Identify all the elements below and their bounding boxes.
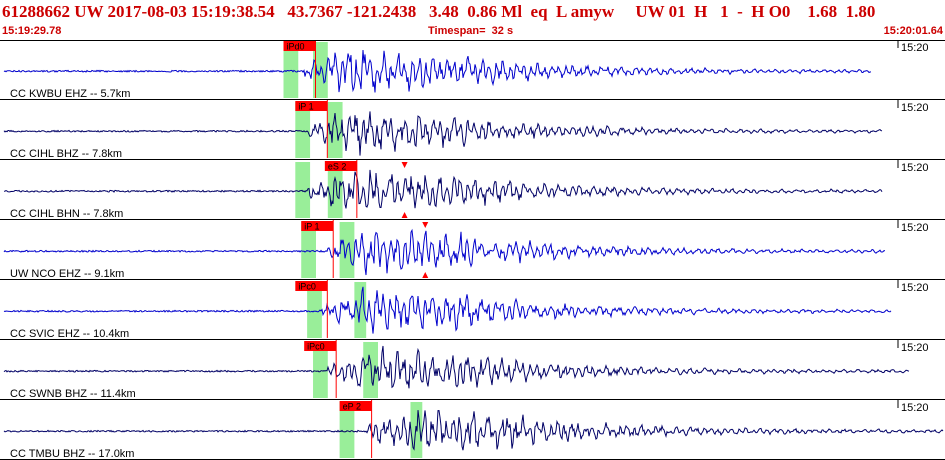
station-label: CC CIHL BHZ -- 7.8km [10,148,122,160]
trace-row: iPc0 15:20 CC SVIC EHZ -- 10.4km [0,280,945,340]
waveform [3,345,910,389]
pick-label: iP 1 [304,222,319,232]
pick-label-box [301,221,334,231]
time-tick-label: 15:20 [901,162,929,174]
pick-window [363,342,378,398]
trace-row: iPc0 15:20 CC SWNB BHZ -- 11.4km [0,340,945,400]
station-label: CC SVIC EHZ -- 10.4km [10,328,129,340]
time-tick-label: 15:20 [901,282,929,294]
header: 61288662 UW 2017-08-03 15:19:38.54 43.73… [0,0,945,40]
pick-window [327,102,343,158]
pick-label: iP 1 [298,102,313,112]
marker-triangle [422,222,429,228]
trace-row: eP 2 15:20 CC TMBU BHZ -- 17.0km [0,400,945,460]
pick-label: iPc0 [307,342,325,352]
timespan-label: Timespan= 32 s [428,25,514,37]
trace-row: iP 1 15:20 CC CIHL BHZ -- 7.8km [0,100,945,160]
waveform [3,409,944,451]
pick-label-box [283,41,316,51]
station-label: CC KWBU EHZ -- 5.7km [10,88,130,100]
pick-label: iPd0 [287,42,305,52]
time-tick-label: 15:20 [901,42,929,54]
pick-window [313,342,328,398]
event-title: 61288662 UW 2017-08-03 15:19:38.54 43.73… [2,2,876,21]
marker-triangle [401,212,408,218]
time-tick-label: 15:20 [901,342,929,354]
trace-row: eS 2 15:20 CC CIHL BHN -- 7.8km [0,160,945,220]
trace-row: iPd0 15:20 CC KWBU EHZ -- 5.7km [0,40,945,100]
pick-label: eS 2 [328,162,347,172]
pick-label-box [295,101,328,111]
marker-triangle [422,272,429,278]
pick-window [295,102,311,158]
seismogram-panel: iPd0 15:20 CC KWBU EHZ -- 5.7km iP 1 15:20 CC… [0,40,945,460]
pick-window [307,282,322,338]
station-label: CC CIHL BHN -- 7.8km [10,208,123,220]
pick-window [301,222,316,278]
pick-window [295,162,311,218]
waveform [3,111,883,156]
marker-triangle [401,162,408,168]
pick-window [339,402,355,458]
time-tick-label: 15:20 [901,222,929,234]
waveform [3,286,892,334]
waveform [3,169,883,209]
pick-label-box [324,161,357,171]
waveform [3,49,872,93]
waveform [3,228,886,276]
pick-label: eP 2 [343,402,361,412]
start-time-label: 15:19:29.78 [2,25,62,37]
pick-label-box [304,341,337,351]
pick-label-box [339,401,372,411]
pick-label: iPc0 [298,282,316,292]
station-label: CC SWNB BHZ -- 11.4km [10,388,136,400]
pick-label-box [295,281,328,291]
station-label: UW NCO EHZ -- 9.1km [10,268,124,280]
end-time-label: 15:20:01.64 [883,25,943,37]
station-label: CC TMBU BHZ -- 17.0km [10,448,134,460]
trace-row: iP 1 15:20 UW NCO EHZ -- 9.1km [0,220,945,280]
time-tick-label: 15:20 [901,102,929,114]
time-tick-label: 15:20 [901,402,929,414]
